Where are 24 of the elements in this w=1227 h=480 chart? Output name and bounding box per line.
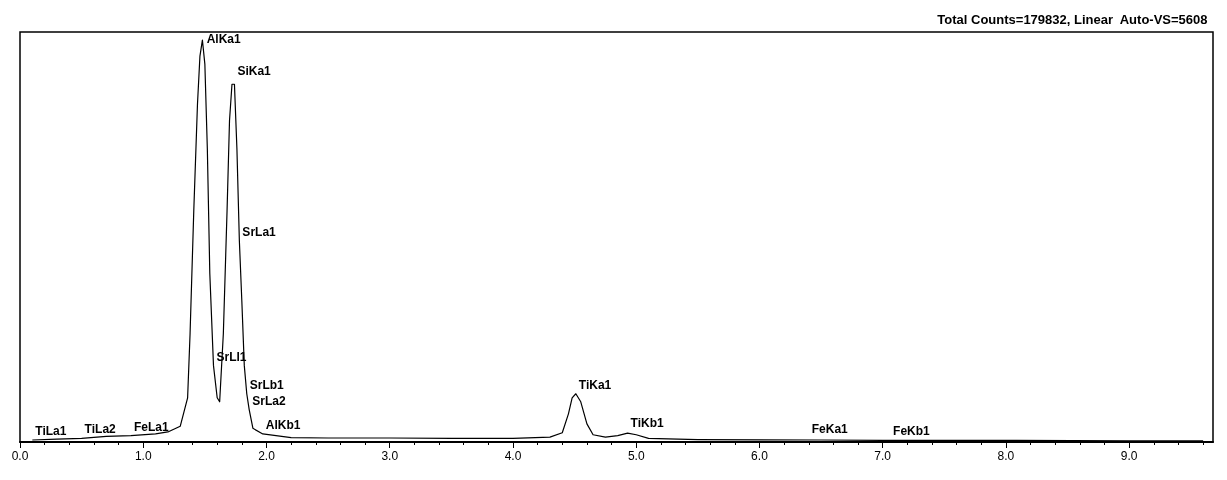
annotation: AlKb1: [265, 417, 301, 432]
annotation: TiLa2: [84, 422, 117, 437]
annotation: FeKa1: [811, 421, 849, 436]
annotation: TiLa1: [35, 423, 67, 438]
x-tick-label: 1.0: [134, 449, 152, 463]
x-tick-label: 6.0: [751, 449, 769, 463]
annotation: TiKa1: [578, 377, 612, 392]
x-tick-label: 7.0: [874, 449, 892, 463]
annotation: TiKb1: [630, 415, 665, 430]
x-tick-label: 3.0: [381, 449, 399, 463]
annotation: AlKa1: [206, 32, 241, 47]
annotation: FeKb1: [893, 423, 931, 438]
x-tick-label: 9.0: [1120, 449, 1138, 463]
x-tick-label: 4.0: [504, 449, 522, 463]
x-tick-label: 2.0: [258, 449, 276, 463]
annotation: SiKa1: [237, 64, 272, 79]
annotation: SrLa1: [242, 225, 277, 240]
annotation: FeLa1: [133, 419, 169, 434]
x-tick-label: 0.0: [11, 449, 29, 463]
annotation: SrLa2: [252, 393, 286, 408]
annotation: SrLb1: [249, 377, 285, 392]
x-tick-label: 8.0: [997, 449, 1015, 463]
chart-title: Total Counts=179832, Linear Auto-VS=5608: [937, 12, 1208, 27]
x-tick-label: 5.0: [627, 449, 645, 463]
